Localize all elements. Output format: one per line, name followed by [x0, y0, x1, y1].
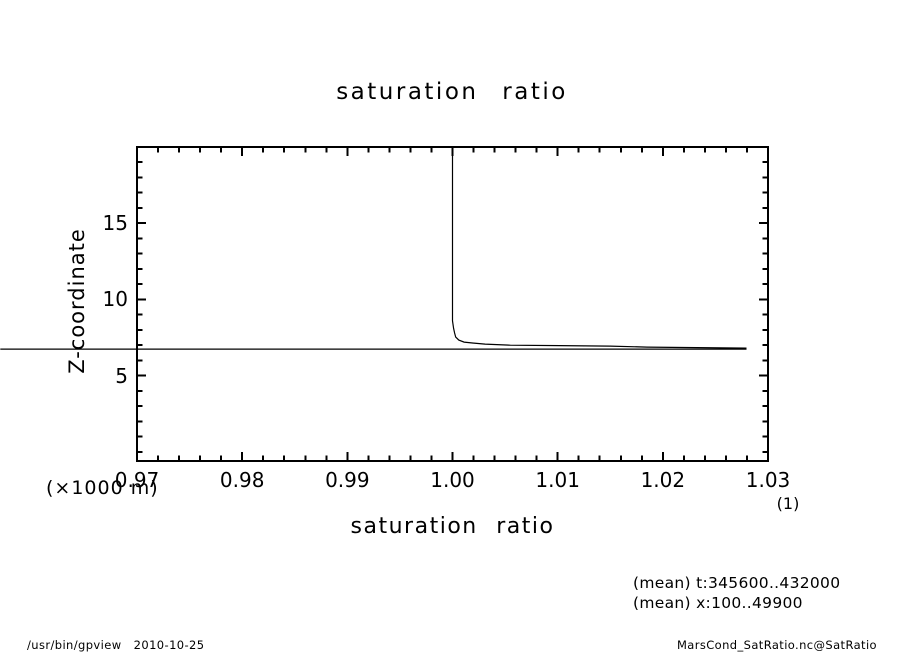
x-tick-label: 1.02	[640, 468, 686, 492]
footer-data-source: MarsCond_SatRatio.nc@SatRatio	[676, 638, 877, 652]
x-tick-label: 0.99	[325, 468, 370, 492]
x-tick-label: 1.03	[745, 468, 791, 492]
x-axis-title: saturation ratio	[350, 514, 555, 539]
y-tick-label: 10	[102, 287, 128, 312]
y-tick-label: 5	[115, 363, 128, 388]
y-axis-unit-label: (×1000 m)	[46, 477, 159, 499]
x-tick-label: 1.01	[535, 468, 580, 492]
chart-title: saturation ratio	[336, 79, 568, 105]
x-tick-label: 1.00	[430, 468, 475, 492]
mean-annotation-time: (mean) t:345600..432000	[633, 574, 841, 592]
x-tick-label: 0.97	[114, 468, 160, 492]
mean-annotation-x: (mean) x:100..49900	[633, 594, 803, 612]
footer-command-and-date: /usr/bin/gpview 2010-10-25	[27, 638, 205, 652]
x-axis-unit-label: (1)	[776, 494, 800, 513]
x-tick-label: 0.98	[219, 468, 265, 492]
data-curve	[0, 147, 747, 350]
y-tick-label: 15	[102, 211, 128, 236]
